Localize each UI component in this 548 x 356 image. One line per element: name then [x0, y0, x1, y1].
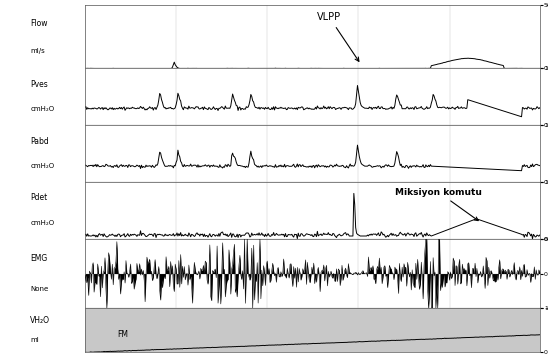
Text: cmH₂O: cmH₂O: [30, 163, 54, 169]
Text: ml/s: ml/s: [30, 48, 45, 54]
Text: Pves: Pves: [30, 80, 48, 89]
Text: EMG: EMG: [30, 254, 48, 263]
Text: Miksiyon komutu: Miksiyon komutu: [395, 188, 482, 221]
Text: ml: ml: [30, 337, 39, 343]
Text: Pdet: Pdet: [30, 193, 48, 203]
Text: FM: FM: [117, 330, 128, 339]
Text: VLPP: VLPP: [317, 12, 359, 61]
Text: VH₂O: VH₂O: [30, 316, 50, 325]
Text: Pabd: Pabd: [30, 137, 49, 146]
Text: None: None: [30, 286, 49, 292]
Text: cmH₂O: cmH₂O: [30, 220, 54, 226]
Text: cmH₂O: cmH₂O: [30, 106, 54, 112]
Text: Flow: Flow: [30, 19, 48, 27]
